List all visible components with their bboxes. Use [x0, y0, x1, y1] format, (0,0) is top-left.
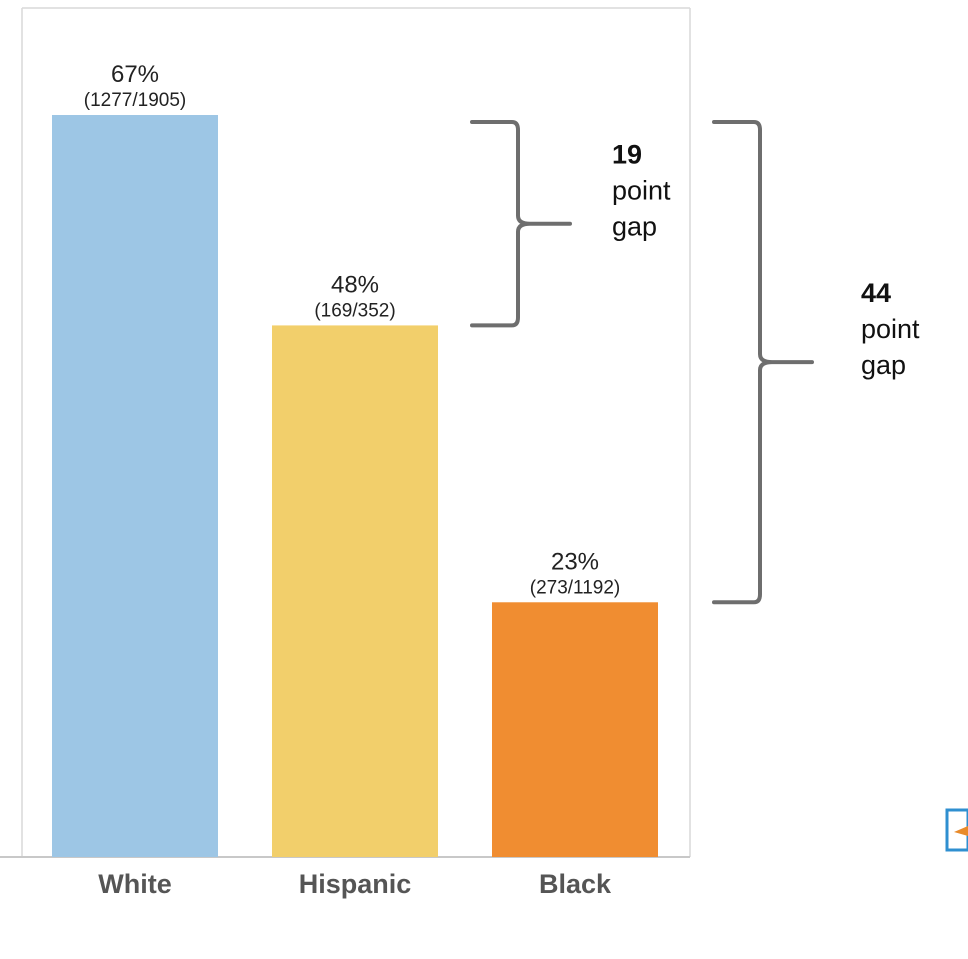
count-label-black: (273/1192) [530, 577, 621, 598]
gap-white-hispanic-text-line-2: gap [612, 212, 657, 242]
gap-white-hispanic-text-line-1: point [612, 176, 671, 206]
value-label-white: 67% [111, 61, 159, 88]
gap-white-black-text-line-2: gap [861, 350, 906, 380]
logo-mark [945, 808, 968, 852]
value-label-black: 23% [551, 548, 599, 575]
bar-hispanic [272, 325, 438, 857]
category-label-black: Black [539, 869, 612, 899]
bars-group [52, 115, 658, 857]
gap-white-hispanic-value: 19 [612, 140, 642, 170]
gap-brackets-group: 19 point gap 44 point gap [470, 120, 968, 852]
bar-black [492, 602, 658, 857]
bar-white [52, 115, 218, 857]
gap-white-black-bracket [712, 120, 814, 605]
count-label-white: (1277/1905) [84, 90, 186, 111]
count-label-hispanic: (169/352) [314, 300, 395, 321]
value-label-hispanic: 48% [331, 271, 379, 298]
category-label-white: White [98, 869, 172, 899]
gap-white-hispanic-bracket [470, 120, 572, 328]
gap-white-black-text-line-1: point [861, 314, 920, 344]
category-label-hispanic: Hispanic [299, 869, 412, 899]
labels-group: 67%(1277/1905) White 48%(169/352) Hispanic 2… [84, 61, 620, 899]
gap-white-black-value: 44 [861, 278, 891, 308]
